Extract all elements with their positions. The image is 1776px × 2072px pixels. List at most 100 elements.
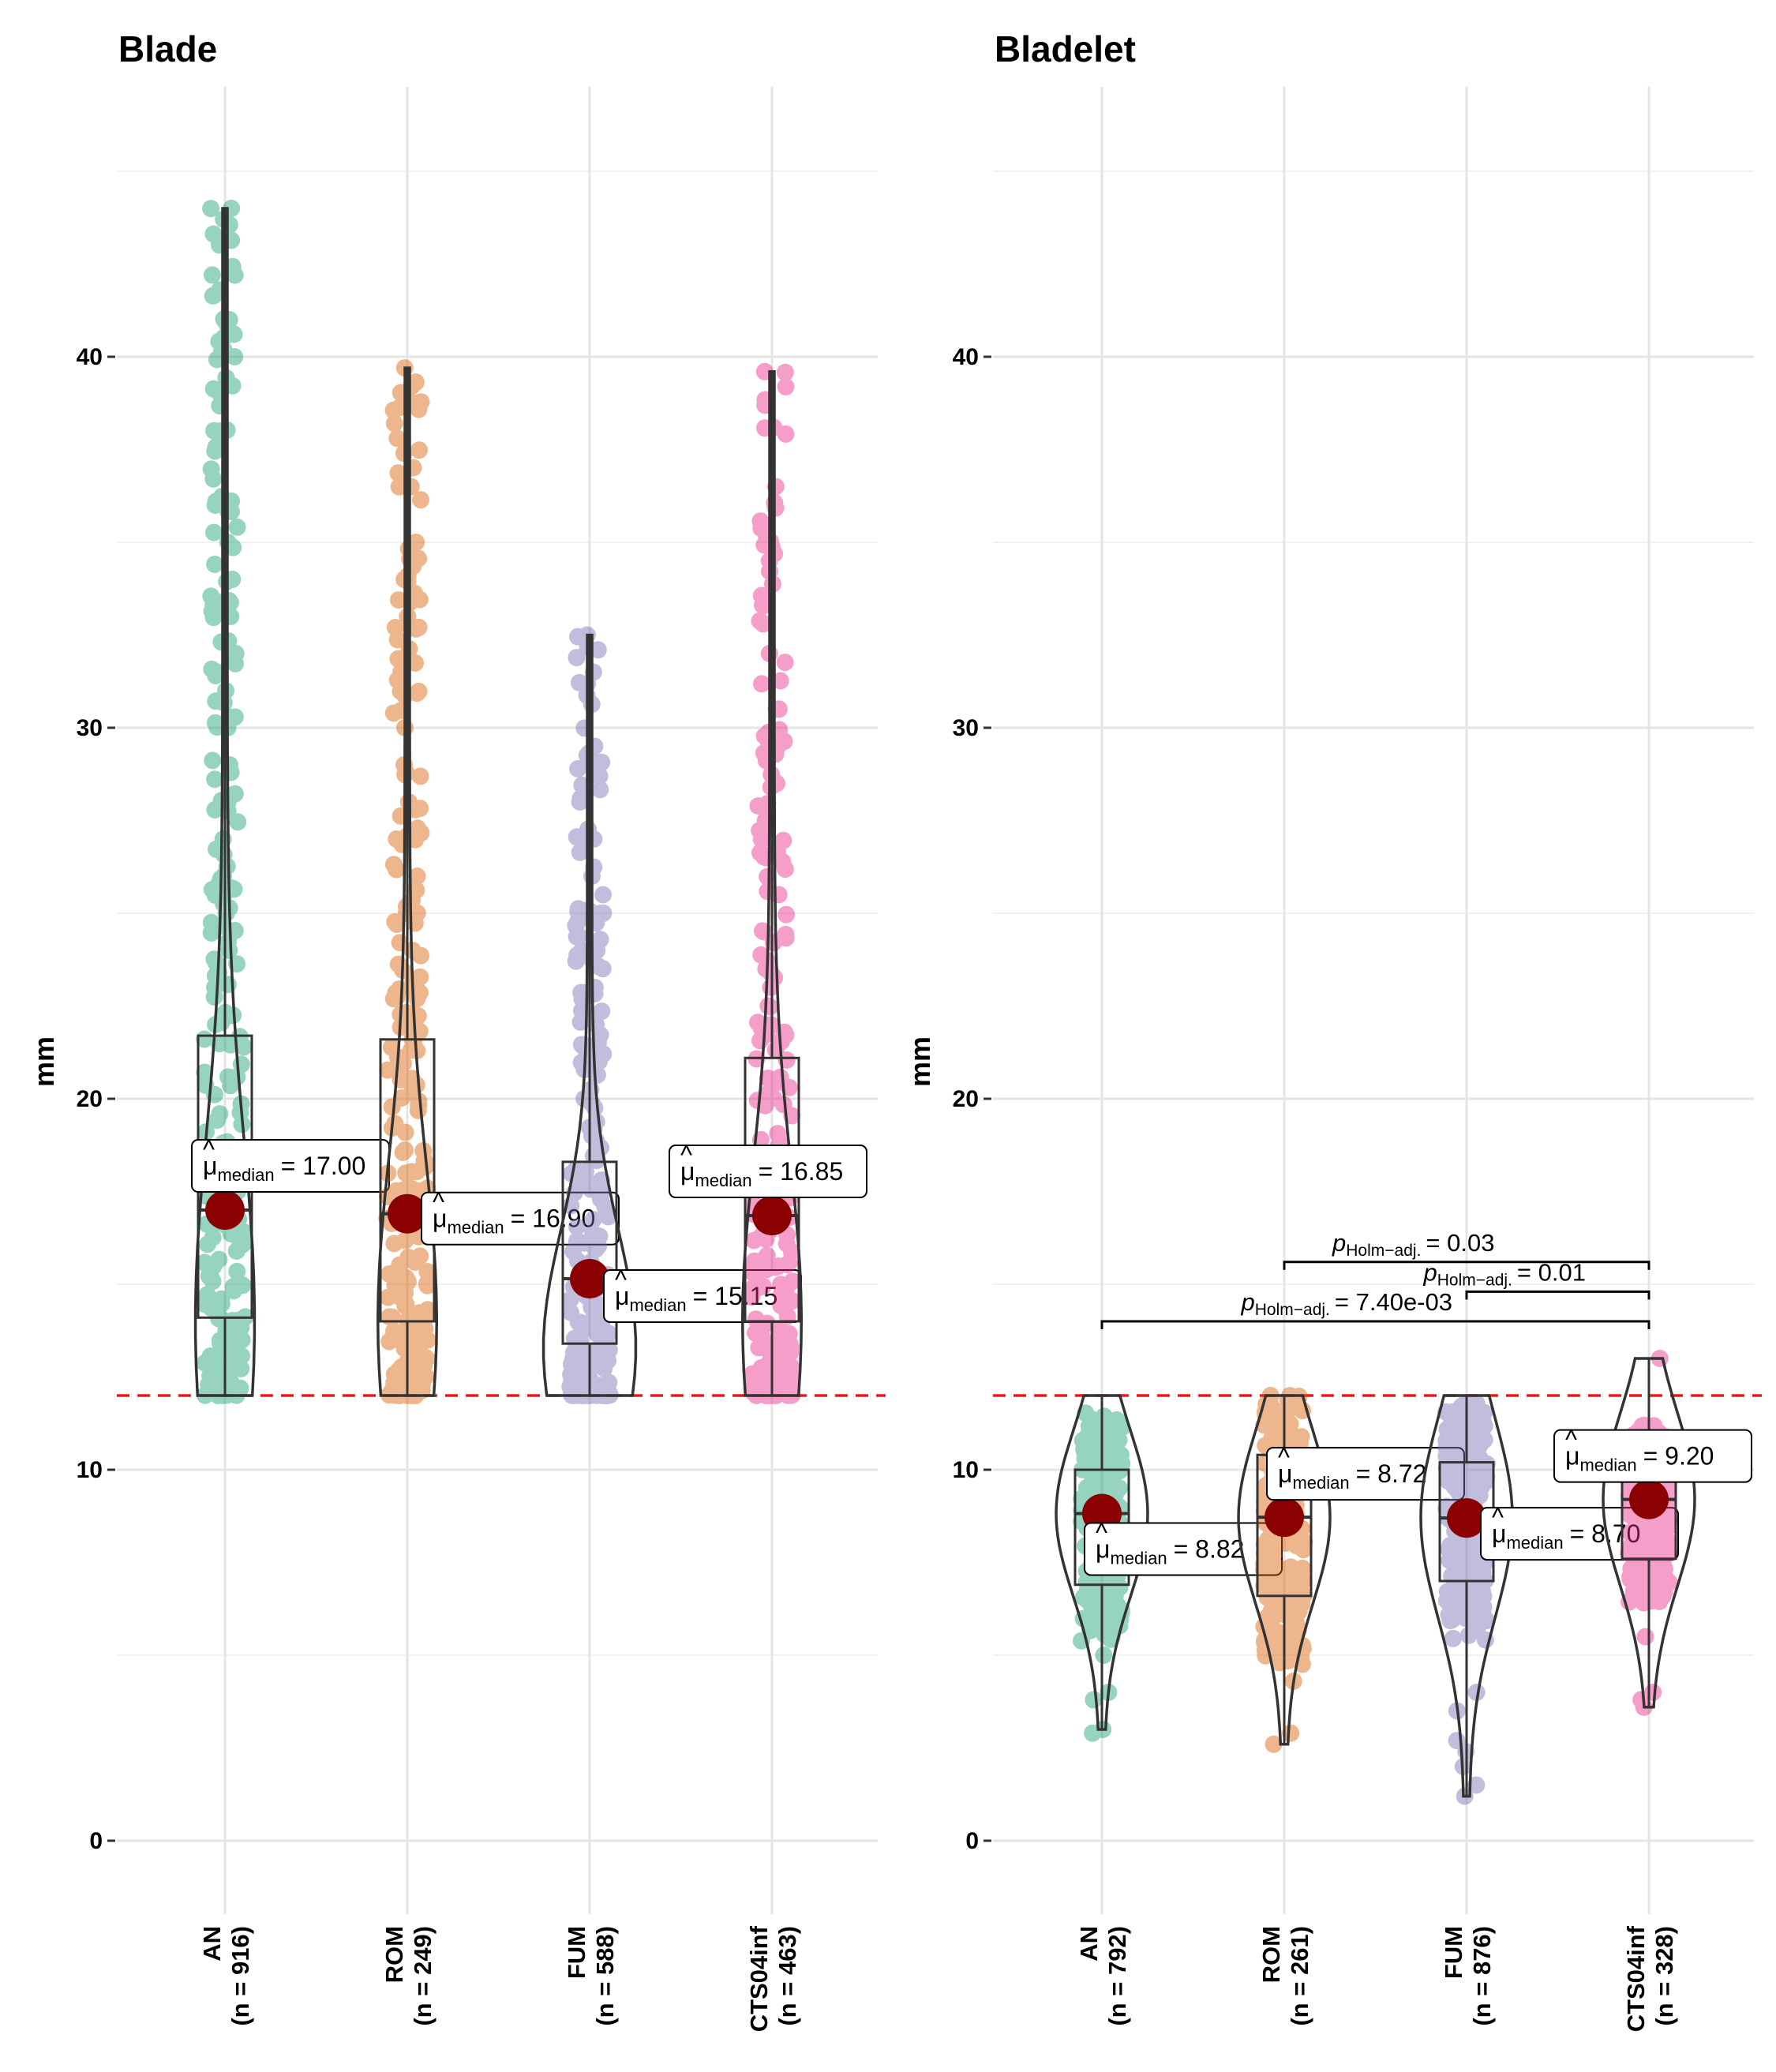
data-point <box>777 1235 796 1253</box>
median-label-text: μmedian = 8.72 <box>1278 1459 1426 1493</box>
data-point <box>564 1242 583 1261</box>
x-tick-label: CTS04inf (n = 463) <box>745 1925 801 2032</box>
hat-accent: ^ <box>1492 1503 1504 1531</box>
data-point <box>1467 1603 1486 1621</box>
data-point <box>585 1309 603 1327</box>
data-point <box>568 1231 586 1250</box>
data-point <box>1268 1534 1286 1552</box>
data-point <box>752 1366 770 1383</box>
data-point <box>754 596 771 614</box>
x-tick-count: (n = 249) <box>409 1926 437 2026</box>
data-point <box>569 900 587 918</box>
data-point <box>757 1384 775 1402</box>
data-point <box>1456 1432 1474 1450</box>
category-cts04inf: μmedian = 9.20 ^ CTS04inf (n = 328) <box>1553 1350 1752 2032</box>
data-point <box>1268 1602 1286 1620</box>
x-tick-label: FUM (n = 588) <box>563 1926 619 2026</box>
data-point <box>1459 1415 1477 1433</box>
data-point <box>774 1096 792 1114</box>
median-point <box>752 1196 792 1236</box>
data-point <box>1468 1621 1486 1639</box>
data-point <box>571 1313 590 1332</box>
data-point <box>390 478 408 496</box>
data-point <box>769 1371 787 1389</box>
holm-subscript: Holm−adj. <box>1346 1242 1421 1260</box>
data-point <box>417 1348 435 1366</box>
data-point <box>382 1038 400 1056</box>
data-point <box>590 1227 609 1246</box>
data-point <box>214 1006 232 1024</box>
data-point <box>1108 1463 1126 1481</box>
data-point <box>224 1338 242 1356</box>
data-point <box>1292 1585 1310 1603</box>
median-label: μmedian = 16.90 ^ <box>421 1188 620 1246</box>
data-point <box>1447 1479 1465 1497</box>
data-point <box>223 879 241 897</box>
data-point <box>597 1384 615 1403</box>
hat-accent: ^ <box>680 1141 692 1169</box>
data-point <box>1103 1602 1122 1620</box>
data-point <box>1635 1524 1654 1542</box>
data-point <box>577 1162 594 1180</box>
data-point <box>1278 1624 1296 1642</box>
data-point <box>198 1235 216 1253</box>
data-point <box>759 997 777 1015</box>
data-point <box>1639 1548 1658 1566</box>
data-point <box>201 1367 219 1385</box>
hat-accent: ^ <box>1278 1443 1290 1471</box>
data-point <box>1656 1528 1674 1546</box>
data-point <box>201 1347 219 1365</box>
data-point <box>779 1367 797 1385</box>
data-point <box>1628 1517 1646 1535</box>
data-point <box>200 1267 218 1285</box>
data-point <box>1469 1601 1487 1619</box>
data-point <box>1478 1612 1496 1629</box>
data-point <box>1267 1570 1285 1588</box>
data-point <box>1478 1455 1496 1473</box>
data-point <box>1087 1468 1105 1486</box>
data-point <box>1438 1583 1456 1601</box>
data-point <box>752 946 770 964</box>
data-point <box>1295 1572 1313 1590</box>
data-point <box>1255 1555 1273 1573</box>
data-point <box>1441 1612 1459 1630</box>
data-point <box>1643 1575 1661 1593</box>
mu-hat-symbol: μ <box>1492 1519 1506 1548</box>
data-point <box>1107 1574 1125 1592</box>
data-point <box>412 393 430 411</box>
data-point <box>1470 1474 1488 1493</box>
data-point <box>1660 1510 1678 1528</box>
median-point <box>1447 1498 1486 1538</box>
data-point <box>396 1123 414 1141</box>
category-cts04inf: μmedian = 16.85 ^ CTS04inf (n = 463) <box>669 362 867 2032</box>
data-point <box>198 1286 216 1304</box>
data-point <box>754 1277 772 1295</box>
data-point <box>772 1276 789 1294</box>
data-point <box>561 1377 579 1396</box>
data-point <box>1628 1516 1647 1534</box>
data-point <box>562 1366 580 1384</box>
data-point <box>1259 1531 1277 1549</box>
data-point <box>1476 1467 1494 1485</box>
y-tick-label: 40 <box>77 344 103 370</box>
data-point <box>1634 1571 1652 1589</box>
data-point <box>401 1321 419 1339</box>
data-point <box>583 1298 601 1316</box>
data-point <box>1646 1561 1664 1579</box>
data-point <box>1464 1579 1482 1598</box>
data-point <box>407 589 425 607</box>
data-point <box>1466 1621 1484 1639</box>
data-point <box>1633 1579 1651 1598</box>
data-point <box>592 1139 609 1157</box>
data-point <box>1294 1559 1311 1577</box>
data-point <box>1261 1572 1280 1591</box>
data-point <box>388 671 407 689</box>
data-point <box>1075 1441 1093 1459</box>
median-point <box>1629 1479 1669 1519</box>
data-point <box>410 400 428 418</box>
data-point <box>1460 1546 1478 1564</box>
category-rom: μmedian = 8.72 ^ ROM (n = 261) <box>1237 1387 1465 2026</box>
data-point <box>226 1351 244 1369</box>
data-point <box>1470 1411 1488 1429</box>
data-point <box>595 1359 613 1377</box>
